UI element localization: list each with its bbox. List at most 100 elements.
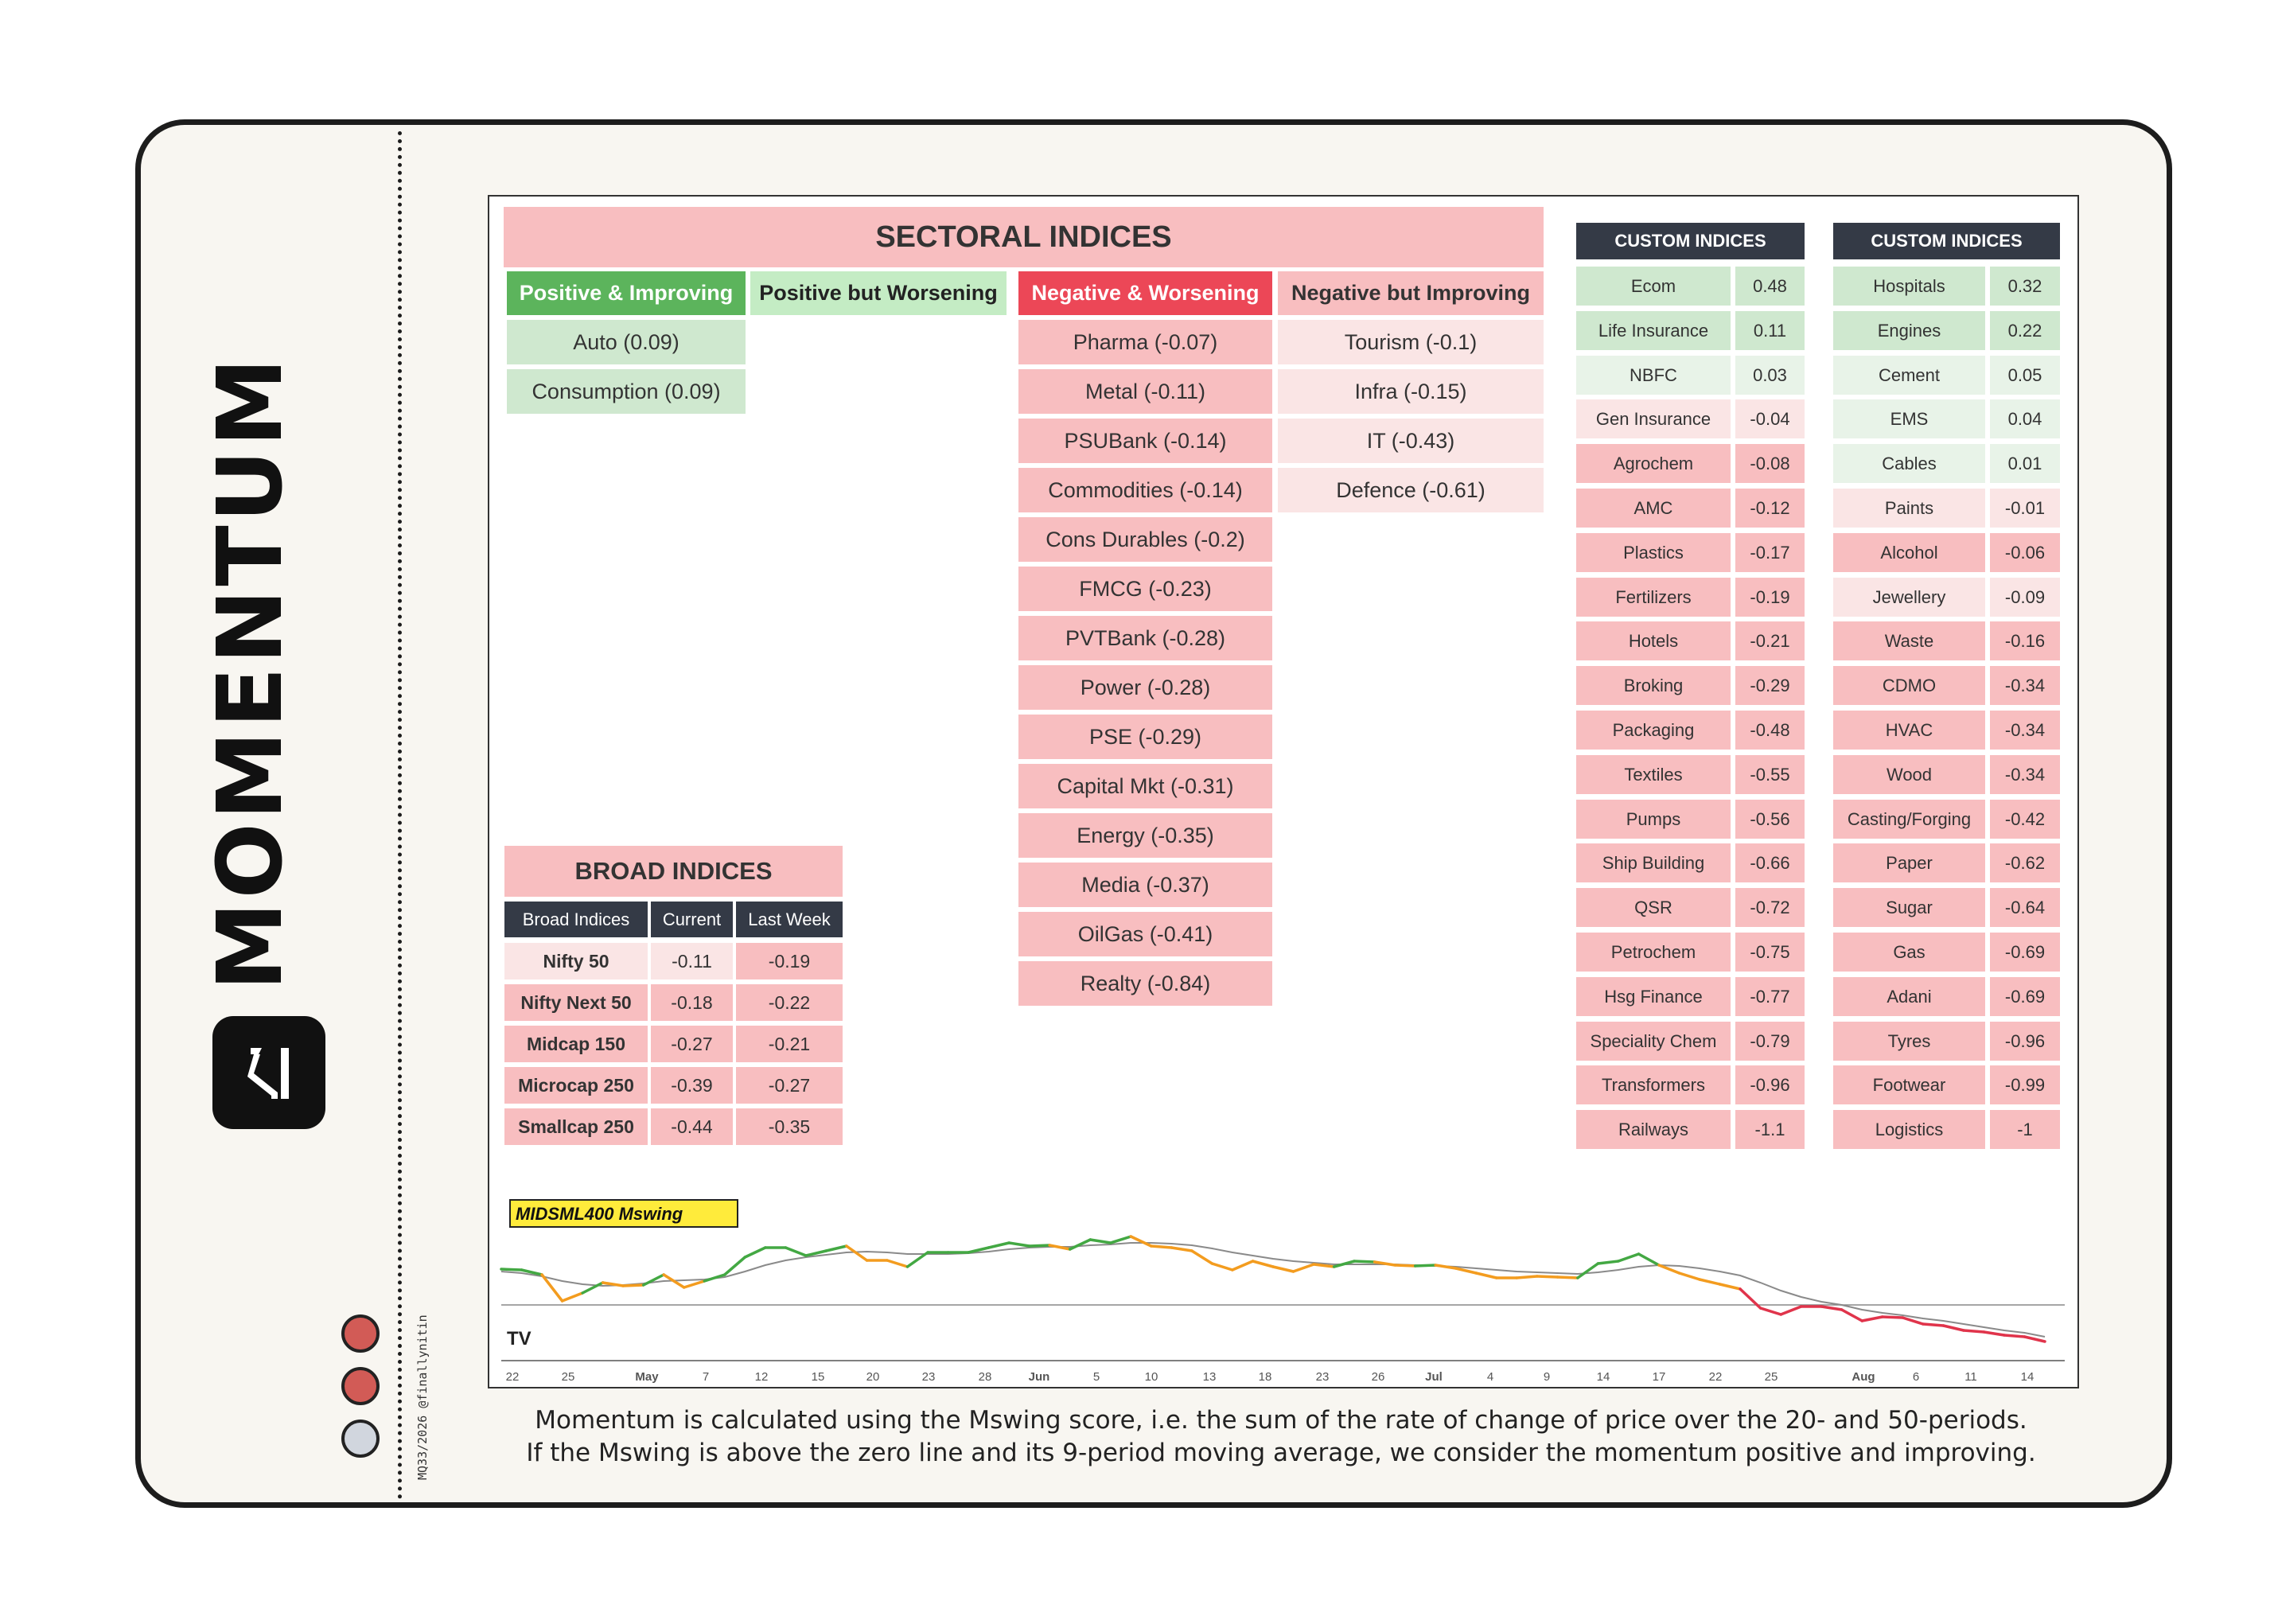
custom-index-value: -0.12 (1735, 489, 1805, 528)
sectoral-title: SECTORAL INDICES (504, 207, 1544, 267)
category-negative-worsening: Negative & Worsening (1018, 271, 1272, 315)
custom-index-value: -0.04 (1735, 399, 1805, 438)
broad-index-last-week: -0.19 (736, 943, 843, 979)
series-segment-mswing (1982, 1330, 2006, 1337)
broad-index-name: Smallcap 250 (504, 1108, 648, 1145)
series-segment-mswing (703, 1273, 726, 1283)
x-tick-label: Jul (1425, 1370, 1443, 1384)
x-tick-label: Jun (1029, 1370, 1050, 1384)
series-segment-mswing (1536, 1275, 1559, 1279)
series-segment-mswing (1210, 1262, 1234, 1272)
series-segment-mswing (1657, 1264, 1681, 1275)
series-segment-mswing (1820, 1305, 1844, 1311)
sector-item: Commodities (-0.14) (1018, 468, 1272, 512)
custom-index-value: -0.08 (1735, 444, 1805, 483)
sector-item: Energy (-0.35) (1018, 813, 1272, 858)
series-segment-mswing (1556, 1275, 1579, 1279)
broad-header-last-week: Last Week (736, 902, 843, 937)
series-segment-mswing (723, 1256, 747, 1276)
series-segment-mswing (1413, 1264, 1437, 1268)
broad-index-name: Nifty 50 (504, 943, 648, 979)
sector-item: PSE (-0.29) (1018, 715, 1272, 759)
custom-index-name: Wood (1833, 755, 1985, 794)
x-tick-label: 14 (2021, 1370, 2035, 1384)
custom-index-value: 0.22 (1990, 311, 2060, 350)
custom-index-name: Cables (1833, 444, 1985, 483)
custom-index-name: Gen Insurance (1576, 399, 1731, 438)
sector-item: Power (-0.28) (1018, 665, 1272, 710)
x-tick-label: 13 (1203, 1370, 1217, 1384)
x-tick-label: 10 (1145, 1370, 1158, 1384)
custom-index-value: -0.42 (1990, 800, 2060, 839)
custom-index-name: Casting/Forging (1833, 800, 1985, 839)
series-segment-mswing (581, 1281, 605, 1295)
series-segment-mswing (1271, 1265, 1295, 1273)
custom-index-value: -0.96 (1990, 1022, 2060, 1061)
x-tick-label: 4 (1487, 1370, 1493, 1384)
series-segment-mswing (1190, 1249, 1214, 1265)
custom-index-value: -0.55 (1735, 755, 1805, 794)
sector-item: Defence (-0.61) (1278, 468, 1544, 512)
series-segment-mswing (641, 1273, 665, 1287)
series-segment-mswing (1637, 1252, 1661, 1267)
series-segment-mswing (1312, 1263, 1336, 1268)
series-segment-mswing (784, 1246, 808, 1257)
status-dot-red-2 (341, 1367, 380, 1405)
series-segment-mswing (1677, 1272, 1701, 1281)
custom-index-name: Footwear (1833, 1065, 1985, 1104)
custom-index-name: Paints (1833, 489, 1985, 528)
series-segment-mswing (1617, 1252, 1641, 1263)
caption-line-2: If the Mswing is above the zero line and… (526, 1439, 2036, 1467)
broad-index-name: Nifty Next 50 (504, 984, 648, 1021)
broad-header-name: Broad Indices (504, 902, 648, 937)
x-tick-label: 26 (1372, 1370, 1385, 1384)
series-segment-mswing (520, 1268, 543, 1276)
sector-item: Cons Durables (-0.2) (1018, 517, 1272, 562)
custom-index-value: 0.01 (1990, 444, 2060, 483)
custom-index-name: Pumps (1576, 800, 1731, 839)
series-segment-mswing (1860, 1315, 1884, 1322)
category-positive-improving: Positive & Improving (507, 271, 746, 315)
series-segment-mswing (1515, 1275, 1539, 1279)
custom-index-value: 0.11 (1735, 311, 1805, 350)
series-segment-mswing (1596, 1260, 1620, 1265)
custom-index-value: -1 (1990, 1110, 2060, 1149)
credit-text: MQ33/2026 @finallynitin (415, 1314, 430, 1480)
x-tick-label: 5 (1093, 1370, 1100, 1384)
custom-index-value: -0.17 (1735, 533, 1805, 572)
x-tick-label: 9 (1544, 1370, 1550, 1384)
series-segment-mswing (1434, 1264, 1458, 1270)
custom-index-name: Petrochem (1576, 933, 1731, 972)
custom-index-value: -0.72 (1735, 888, 1805, 927)
tradingview-logo-icon: TV (507, 1328, 532, 1349)
series-segment-mswing (1231, 1260, 1255, 1272)
x-tick-label: 22 (1709, 1370, 1723, 1384)
series-segment-mswing (682, 1279, 707, 1289)
sector-item: FMCG (-0.23) (1018, 567, 1272, 611)
custom-index-value: -0.96 (1735, 1065, 1805, 1104)
series-segment-mswing (1922, 1322, 1945, 1327)
x-tick-label: 6 (1913, 1370, 1919, 1384)
x-tick-label: 14 (1597, 1370, 1610, 1384)
series-segment-mswing (886, 1259, 909, 1268)
custom-index-name: Life Insurance (1576, 311, 1731, 350)
broad-index-last-week: -0.22 (736, 984, 843, 1021)
broad-index-last-week: -0.35 (736, 1108, 843, 1145)
custom-index-name: QSR (1576, 888, 1731, 927)
custom-index-name: Paper (1833, 843, 1985, 882)
custom-index-name: Hospitals (1833, 267, 1985, 306)
series-segment-mswing (1353, 1260, 1376, 1264)
series-segment-mswing (1048, 1244, 1072, 1251)
custom-index-name: Packaging (1576, 711, 1731, 750)
series-segment-mswing (662, 1273, 686, 1289)
custom-index-value: -0.34 (1990, 711, 2060, 750)
series-segment-mswing (1088, 1238, 1112, 1244)
series-segment-mswing (1454, 1267, 1478, 1275)
broad-index-current: -0.39 (651, 1067, 733, 1104)
series-segment-mswing (1109, 1235, 1133, 1244)
custom-index-value: -0.77 (1735, 977, 1805, 1016)
momentum-title: MOMENTUM (199, 354, 302, 991)
custom-index-name: Tyres (1833, 1022, 1985, 1061)
broad-index-current: -0.27 (651, 1026, 733, 1062)
caption: Momentum is calculated using the Mswing … (446, 1404, 2116, 1470)
